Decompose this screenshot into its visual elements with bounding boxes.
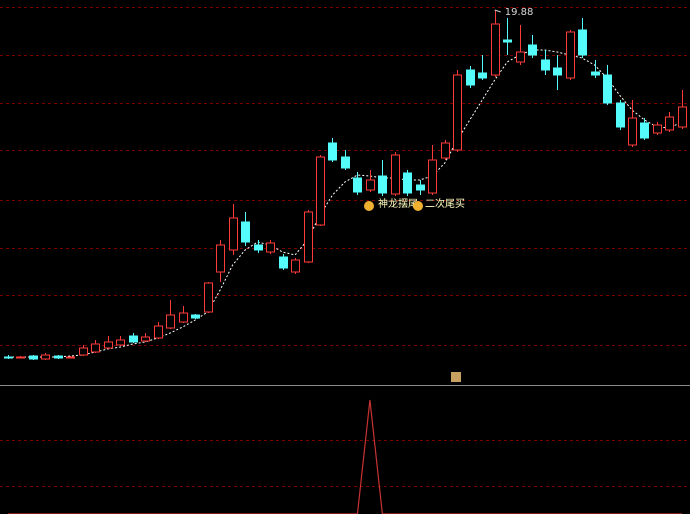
candle-body [616, 102, 625, 128]
indicator-line [8, 399, 682, 514]
candle-body [553, 67, 562, 76]
candle-body [478, 72, 487, 79]
candle-body [503, 39, 512, 43]
candle-body [116, 339, 125, 346]
candle-body [104, 341, 113, 349]
candle-body [254, 244, 263, 251]
high-pointer [494, 9, 501, 13]
candle-body [378, 175, 387, 194]
candle-body [191, 314, 200, 319]
candle-body [129, 335, 138, 343]
candle-body [166, 314, 175, 329]
candle-body [516, 51, 525, 63]
candle-body [16, 356, 25, 359]
candle-body [79, 347, 88, 356]
candle-body [653, 124, 662, 134]
candle-body [154, 325, 163, 339]
candle-body [179, 312, 188, 323]
candle-body [428, 159, 437, 194]
candle-body [241, 221, 250, 243]
candle-body [453, 74, 462, 151]
high-label: 19.88 [505, 7, 534, 18]
candle-body [66, 356, 75, 359]
candle-body [4, 356, 13, 359]
candle-body [316, 156, 325, 226]
candle-body [204, 282, 213, 313]
candle-body [41, 354, 50, 360]
candle-body [466, 69, 475, 86]
candle-body [54, 355, 63, 359]
candle-body [566, 31, 575, 79]
candle-body [229, 217, 238, 251]
candle-body [279, 256, 288, 269]
candle-body [291, 259, 300, 273]
candle-body [591, 71, 600, 76]
moving-average [8, 49, 683, 358]
candle-body [341, 156, 350, 169]
signal-icon [451, 372, 461, 382]
candle-body [441, 142, 450, 159]
candle-body [665, 116, 674, 131]
candle-body [216, 244, 225, 273]
candle-body [416, 184, 425, 191]
candle-body [353, 177, 362, 193]
candle-body [91, 343, 100, 353]
candle-body [304, 211, 313, 263]
candle-body [628, 117, 637, 146]
candle-body [678, 106, 687, 128]
candle-body [640, 122, 649, 139]
candle-body [141, 336, 150, 342]
annotation-icon [364, 201, 374, 211]
annotation: 二次尾买 [425, 197, 465, 210]
candle-body [491, 23, 500, 76]
candle-body [528, 44, 537, 56]
candle-body [391, 154, 400, 195]
candle-body [541, 59, 550, 71]
candle-body [328, 142, 337, 161]
candle-body [603, 74, 612, 104]
candle-body [578, 29, 587, 56]
annotation: 神龙摆尾 [378, 197, 418, 210]
candle-body [29, 355, 38, 360]
candle-body [403, 172, 412, 194]
annotation-icon [413, 201, 423, 211]
candle-body [366, 179, 375, 191]
candle-body [266, 242, 275, 253]
